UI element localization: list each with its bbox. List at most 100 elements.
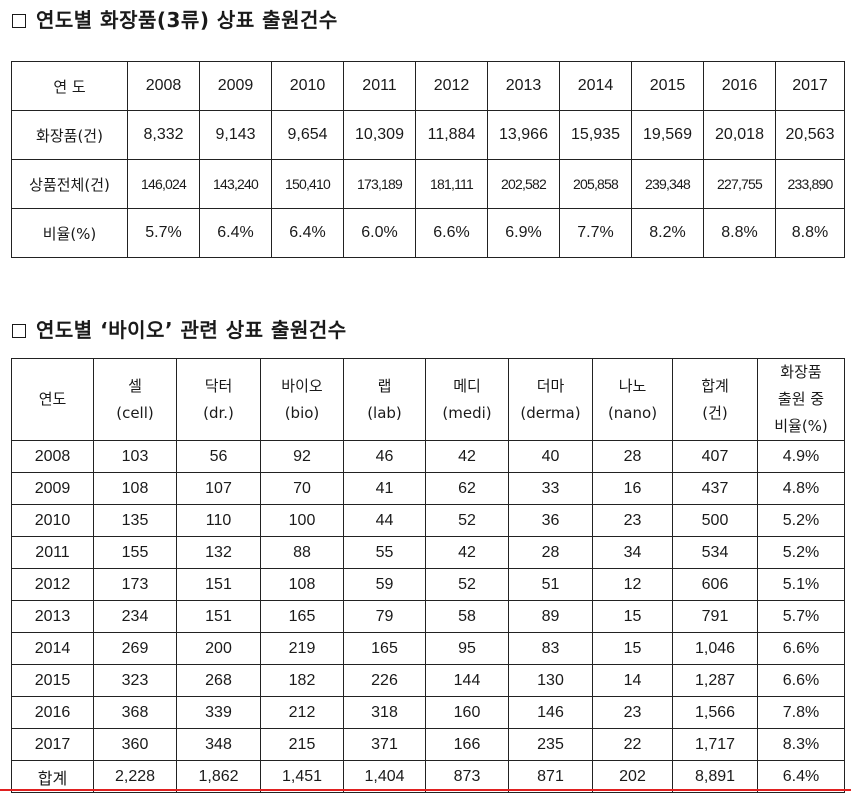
section2-title: 연도별 ‘바이오’ 관련 상표 출원건수 — [36, 318, 347, 342]
value-cell: 55 — [343, 536, 426, 569]
year-cell: 2010 — [11, 504, 94, 537]
value-cell: 20,018 — [703, 110, 776, 160]
year-cell: 2015 — [11, 664, 94, 697]
value-cell: 15 — [592, 632, 673, 665]
header-cell: 합계 (건) — [672, 358, 758, 441]
total-cell: 1,451 — [260, 760, 344, 793]
value-cell: 7.8% — [757, 696, 845, 729]
total-cell: 합계 — [11, 760, 94, 793]
value-cell: 173 — [93, 568, 177, 601]
value-cell: 6.4% — [199, 208, 272, 258]
year-cell: 2010 — [271, 61, 344, 111]
bio-header-row: 연도 셀 (cell) 닥터 (dr.) 바이오 (bio) 랩 (lab) 메디 (me… — [11, 358, 845, 441]
row-label: 비율(%) — [11, 208, 128, 258]
value-cell: 219 — [260, 632, 344, 665]
value-cell: 15,935 — [559, 110, 632, 160]
value-cell: 89 — [508, 600, 593, 633]
value-cell: 52 — [425, 504, 509, 537]
value-cell: 13,966 — [487, 110, 560, 160]
value-cell: 41 — [343, 472, 426, 505]
bio-data-row: 2008 103 56 92 46 42 40 28 407 4.9% — [11, 440, 845, 473]
year-cell: 2016 — [703, 61, 776, 111]
bio-data-row: 2013 234 151 165 79 58 89 15 791 5.7% — [11, 600, 845, 633]
value-cell: 11,884 — [415, 110, 488, 160]
header-cell: 연도 — [11, 358, 94, 441]
value-cell: 500 — [672, 504, 758, 537]
value-cell: 8,332 — [127, 110, 200, 160]
header-cell: 나노 (nano) — [592, 358, 673, 441]
value-cell: 58 — [425, 600, 509, 633]
year-header-row: 연 도 2008 2009 2010 2011 2012 2013 2014 2… — [11, 61, 845, 111]
year-cell: 2014 — [11, 632, 94, 665]
checkbox-square-icon — [12, 14, 26, 28]
value-cell: 92 — [260, 440, 344, 473]
header-cell: 셀 (cell) — [93, 358, 177, 441]
value-cell: 22 — [592, 728, 673, 761]
value-cell: 46 — [343, 440, 426, 473]
value-cell: 5.7% — [127, 208, 200, 258]
bio-data-row: 2016 368 339 212 318 160 146 23 1,566 7.8% — [11, 696, 845, 729]
value-cell: 6.9% — [487, 208, 560, 258]
value-cell: 16 — [592, 472, 673, 505]
year-cell: 2012 — [415, 61, 488, 111]
value-cell: 62 — [425, 472, 509, 505]
header-cell: 더마 (derma) — [508, 358, 593, 441]
row-label: 화장품(건) — [11, 110, 128, 160]
year-cell: 2017 — [11, 728, 94, 761]
bio-data-row: 2012 173 151 108 59 52 51 12 606 5.1% — [11, 568, 845, 601]
value-cell: 5.2% — [757, 536, 845, 569]
value-cell: 348 — [176, 728, 261, 761]
value-cell: 5.2% — [757, 504, 845, 537]
value-cell: 5.7% — [757, 600, 845, 633]
value-cell: 205,858 — [559, 159, 632, 209]
year-cell: 2009 — [199, 61, 272, 111]
value-cell: 110 — [176, 504, 261, 537]
value-cell: 239,348 — [631, 159, 704, 209]
year-cell: 2014 — [559, 61, 632, 111]
value-cell: 323 — [93, 664, 177, 697]
bio-data-row: 2017 360 348 215 371 166 235 22 1,717 8.3% — [11, 728, 845, 761]
value-cell: 103 — [93, 440, 177, 473]
bio-data-row: 2010 135 110 100 44 52 36 23 500 5.2% — [11, 504, 845, 537]
header-cell: 화장품 출원 중 비율(%) — [757, 358, 845, 441]
year-cell: 2015 — [631, 61, 704, 111]
value-cell: 368 — [93, 696, 177, 729]
checkbox-square-icon — [12, 324, 26, 338]
year-cell: 2011 — [343, 61, 416, 111]
total-cell: 1,404 — [343, 760, 426, 793]
value-cell: 1,566 — [672, 696, 758, 729]
value-cell: 534 — [672, 536, 758, 569]
value-cell: 42 — [425, 440, 509, 473]
value-cell: 339 — [176, 696, 261, 729]
year-cell: 2012 — [11, 568, 94, 601]
value-cell: 4.9% — [757, 440, 845, 473]
value-cell: 202,582 — [487, 159, 560, 209]
value-cell: 150,410 — [271, 159, 344, 209]
year-cell: 2013 — [11, 600, 94, 633]
year-cell: 2016 — [11, 696, 94, 729]
value-cell: 165 — [343, 632, 426, 665]
header-cell: 랩 (lab) — [343, 358, 426, 441]
cosmetics-trademark-table: 연 도 2008 2009 2010 2011 2012 2013 2014 2… — [11, 61, 845, 258]
value-cell: 6.4% — [271, 208, 344, 258]
value-cell: 59 — [343, 568, 426, 601]
header-cell: 바이오 (bio) — [260, 358, 344, 441]
value-cell: 108 — [93, 472, 177, 505]
value-cell: 108 — [260, 568, 344, 601]
year-cell: 2008 — [11, 440, 94, 473]
value-cell: 166 — [425, 728, 509, 761]
value-cell: 83 — [508, 632, 593, 665]
value-cell: 135 — [93, 504, 177, 537]
value-cell: 107 — [176, 472, 261, 505]
value-cell: 318 — [343, 696, 426, 729]
value-cell: 42 — [425, 536, 509, 569]
value-cell: 215 — [260, 728, 344, 761]
header-cell: 메디 (medi) — [425, 358, 509, 441]
bio-trademark-table: 연도 셀 (cell) 닥터 (dr.) 바이오 (bio) 랩 (lab) 메디 (me… — [11, 358, 845, 793]
value-cell: 95 — [425, 632, 509, 665]
year-cell: 2017 — [775, 61, 845, 111]
value-cell: 15 — [592, 600, 673, 633]
value-cell: 19,569 — [631, 110, 704, 160]
total-cell: 871 — [508, 760, 593, 793]
red-divider-line — [0, 789, 851, 791]
